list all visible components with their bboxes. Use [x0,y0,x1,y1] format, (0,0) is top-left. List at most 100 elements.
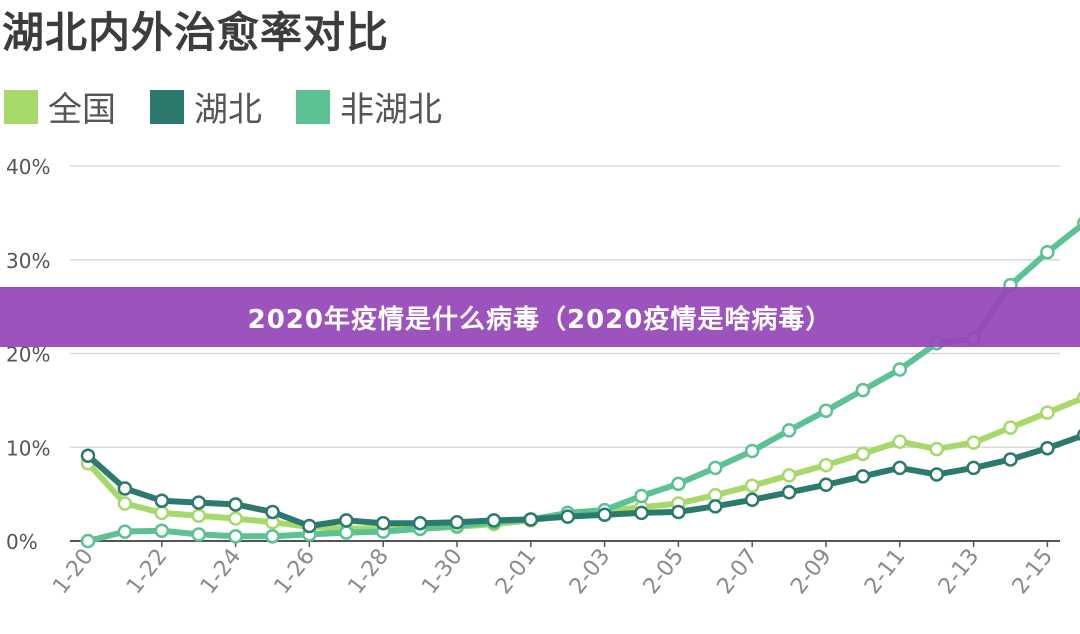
data-point-hubei [560,509,575,524]
legend-swatch-non-hubei [296,89,330,124]
data-point-hubei [80,448,96,463]
data-point-hubei [892,460,908,476]
data-point-hubei [1040,440,1055,456]
x-tick-label: 2-13 [934,544,984,599]
x-tick-label: 1-24 [196,544,246,599]
data-point-non-hubei [1040,245,1055,260]
data-point-hubei [929,467,944,482]
data-point-hubei [191,495,206,510]
x-tick: 2-09 [786,544,836,599]
x-tick-label: 2-11 [860,544,910,599]
data-point-non-hubei [228,529,243,544]
x-tick: 1-26 [270,544,320,599]
x-axis-tick-labels: 1-20 1-22 1-24 1-26 1-28 1-30 2-01 2-03 2-05 2-07… [48,541,1058,599]
data-point-national [228,511,243,526]
legend-label-national: 全国 [48,90,116,130]
data-point-non-hubei [191,527,206,542]
data-point-national [855,446,871,462]
data-point-hubei [449,515,465,530]
data-point-non-hubei [339,525,354,540]
chart-title: 湖北内外治愈率对比 [2,8,390,57]
data-point-national [117,496,133,511]
x-tick-label: 1-30 [417,544,467,599]
data-point-national [1003,420,1018,435]
data-point-hubei [228,497,243,512]
x-tick: 1-20 [48,544,98,599]
data-point-non-hubei [708,460,723,476]
y-tick-label: 40% [6,155,50,179]
data-point-hubei [966,460,981,476]
x-tick: 2-03 [565,544,615,599]
data-point-non-hubei [818,403,834,418]
data-point-national [1040,405,1055,420]
data-point-non-hubei [265,529,280,544]
legend-label-hubei: 湖北 [194,90,262,130]
legend-item-hubei: 湖北 [150,82,262,131]
data-point-national [966,435,981,450]
x-tick: 2-05 [639,544,689,599]
x-tick-label: 1-28 [343,544,393,599]
data-point-hubei [375,515,391,531]
banner-text: 2020年疫情是什么病毒（2020疫情是啥病毒） [247,304,833,335]
data-point-hubei [302,518,317,534]
x-tick: 2-11 [860,544,910,599]
y-axis-tick-labels: 0%10%20%30%40% [6,155,50,554]
data-point-hubei [523,512,539,527]
data-point-hubei [486,513,502,528]
legend-item-national: 全国 [4,82,116,131]
data-point-hubei [818,477,834,492]
y-tick-label: 0% [6,530,38,554]
data-point-hubei [744,492,760,507]
data-point-hubei [855,469,871,484]
data-point-national [892,434,908,449]
data-point-non-hubei [634,488,649,504]
x-tick: 1-22 [122,544,172,599]
series-line-non-hubei [85,222,1080,544]
chart-series [80,217,1080,549]
data-point-non-hubei [117,524,133,539]
data-point-hubei [634,505,649,521]
data-point-national [154,505,170,521]
x-tick-label: 1-20 [48,544,98,599]
legend-label-non-hubei: 非湖北 [340,90,442,130]
legend-swatch-national [4,89,38,124]
y-tick-label: 30% [6,249,50,273]
x-tick: 2-07 [712,544,762,599]
x-tick: 2-13 [934,544,984,599]
data-point-hubei [781,485,797,500]
x-tick-label: 2-05 [639,544,689,599]
legend-item-non-hubei: 非湖北 [296,82,442,131]
x-tick-label: 1-22 [122,544,172,599]
x-tick-label: 2-09 [786,544,836,599]
legend-swatch-hubei [150,89,184,124]
data-point-non-hubei [744,443,760,459]
data-point-non-hubei [80,533,96,549]
data-point-hubei [597,507,612,522]
x-tick: 2-01 [491,544,541,599]
x-tick-label: 1-26 [270,544,320,599]
x-tick: 1-24 [196,544,246,599]
data-point-hubei [708,499,723,514]
data-point-non-hubei [671,476,686,492]
title-banner: 2020年疫情是什么病毒（2020疫情是啥病毒） [0,287,1080,347]
data-point-hubei [339,513,354,528]
x-tick-label: 2-01 [491,544,541,599]
data-point-non-hubei [154,523,170,538]
chart-legend: 全国 湖北 非湖北 [4,82,476,131]
x-tick-label: 2-07 [712,544,762,599]
data-point-hubei [1003,452,1018,467]
data-point-national [818,457,834,473]
y-tick-label: 10% [6,436,50,460]
data-point-national [781,468,797,483]
x-tick: 1-30 [417,544,467,599]
data-point-hubei [154,493,170,508]
data-point-hubei [671,504,686,520]
x-tick-label: 2-15 [1008,544,1058,599]
data-point-hubei [412,515,428,531]
data-point-non-hubei [855,382,871,398]
data-point-non-hubei [892,362,908,377]
chart-gridlines [70,165,1060,542]
data-point-hubei [265,504,280,520]
x-tick: 1-28 [343,544,393,599]
data-point-national [929,441,944,457]
